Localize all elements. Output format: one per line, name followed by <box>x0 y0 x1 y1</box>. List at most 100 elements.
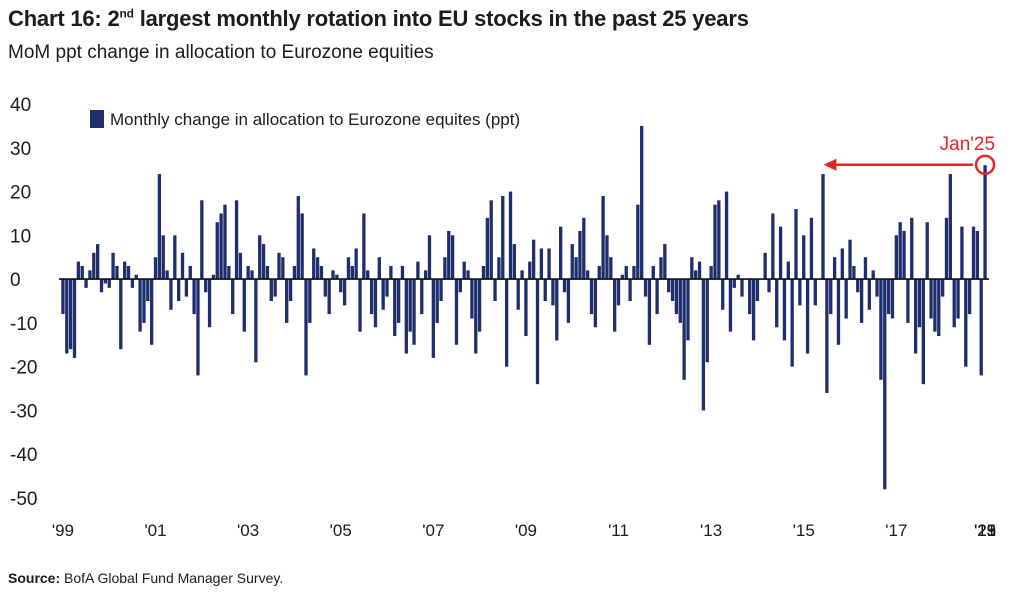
bar <box>902 230 906 280</box>
bar <box>300 213 304 280</box>
bar <box>288 279 293 301</box>
bar <box>103 279 108 284</box>
bar <box>68 279 73 350</box>
bar <box>871 270 875 280</box>
bar <box>285 279 289 323</box>
bar <box>273 279 277 297</box>
bar <box>960 226 964 280</box>
bar <box>921 279 925 385</box>
bar <box>551 279 555 306</box>
bar <box>825 279 829 393</box>
bar <box>477 279 482 332</box>
bar <box>80 265 84 280</box>
bar <box>84 279 88 288</box>
bar <box>879 279 883 380</box>
bar <box>724 191 729 280</box>
bar <box>574 257 578 280</box>
bar <box>636 204 640 280</box>
y-tick-label: -20 <box>10 358 37 379</box>
bar <box>111 252 115 280</box>
x-tick-label: '07 <box>422 521 444 540</box>
bar <box>956 279 960 319</box>
legend-swatch <box>90 110 104 128</box>
bar <box>234 200 239 280</box>
bar <box>204 279 208 293</box>
bar <box>829 279 833 315</box>
y-tick-label: -40 <box>10 445 37 466</box>
bar <box>890 279 895 319</box>
bar <box>778 226 783 280</box>
bar <box>539 248 544 280</box>
y-tick-label: 0 <box>10 270 21 291</box>
bar <box>952 279 956 328</box>
bar <box>211 274 216 280</box>
bar <box>589 279 594 315</box>
bar <box>350 265 354 280</box>
bar <box>254 279 258 363</box>
bar <box>61 279 65 315</box>
bar <box>917 279 922 328</box>
bar <box>508 191 513 280</box>
bar <box>485 217 490 280</box>
bar <box>628 279 632 301</box>
bar <box>620 274 625 280</box>
bar <box>146 279 150 301</box>
bar <box>570 244 574 280</box>
bar <box>346 257 351 280</box>
bar <box>404 279 408 354</box>
bar <box>798 279 802 306</box>
bar <box>863 257 868 280</box>
bar <box>535 279 540 385</box>
bar <box>640 125 644 280</box>
bar <box>458 279 462 293</box>
bar <box>76 261 81 280</box>
bar <box>227 265 231 280</box>
bar <box>381 279 385 310</box>
bar-chart: 40 30 20 10 0 -10 -20 -30 -40 -50 '99 '01 '03 '05 '07 '… <box>10 95 996 540</box>
bar <box>126 265 131 280</box>
bar <box>439 279 443 301</box>
bar <box>624 265 628 280</box>
bar <box>431 279 435 358</box>
bar <box>400 265 405 280</box>
bar <box>420 279 424 315</box>
chart-title: Chart 16: 2nd largest monthly rotation i… <box>8 6 749 31</box>
bar <box>805 279 810 354</box>
bar <box>670 279 675 301</box>
bar <box>96 244 100 280</box>
bar <box>578 230 582 280</box>
bar <box>559 226 563 280</box>
source-note: Source: BofA Global Fund Manager Survey. <box>8 570 284 586</box>
bar <box>265 265 270 280</box>
bar <box>443 257 447 280</box>
bar <box>412 279 416 345</box>
bar <box>616 279 621 306</box>
bar <box>601 195 605 280</box>
bar <box>856 279 860 293</box>
bar <box>775 279 779 328</box>
bar <box>840 248 844 280</box>
bar <box>512 244 517 280</box>
bar <box>327 279 331 315</box>
bar <box>161 235 165 280</box>
bar <box>763 252 767 280</box>
bar <box>913 279 918 354</box>
bar <box>466 270 470 280</box>
bar <box>354 248 358 280</box>
bar <box>72 279 77 358</box>
bar <box>547 248 551 280</box>
bar <box>242 279 246 332</box>
bar <box>613 279 617 332</box>
bar <box>88 270 92 280</box>
bar <box>655 279 659 315</box>
bar <box>454 279 459 345</box>
bar <box>308 279 312 323</box>
bar <box>682 279 686 380</box>
bar <box>867 279 871 310</box>
bar <box>281 257 285 280</box>
bar <box>331 270 335 280</box>
bar <box>474 279 478 354</box>
bar <box>524 279 528 337</box>
bar <box>339 279 343 293</box>
bar <box>423 270 428 280</box>
